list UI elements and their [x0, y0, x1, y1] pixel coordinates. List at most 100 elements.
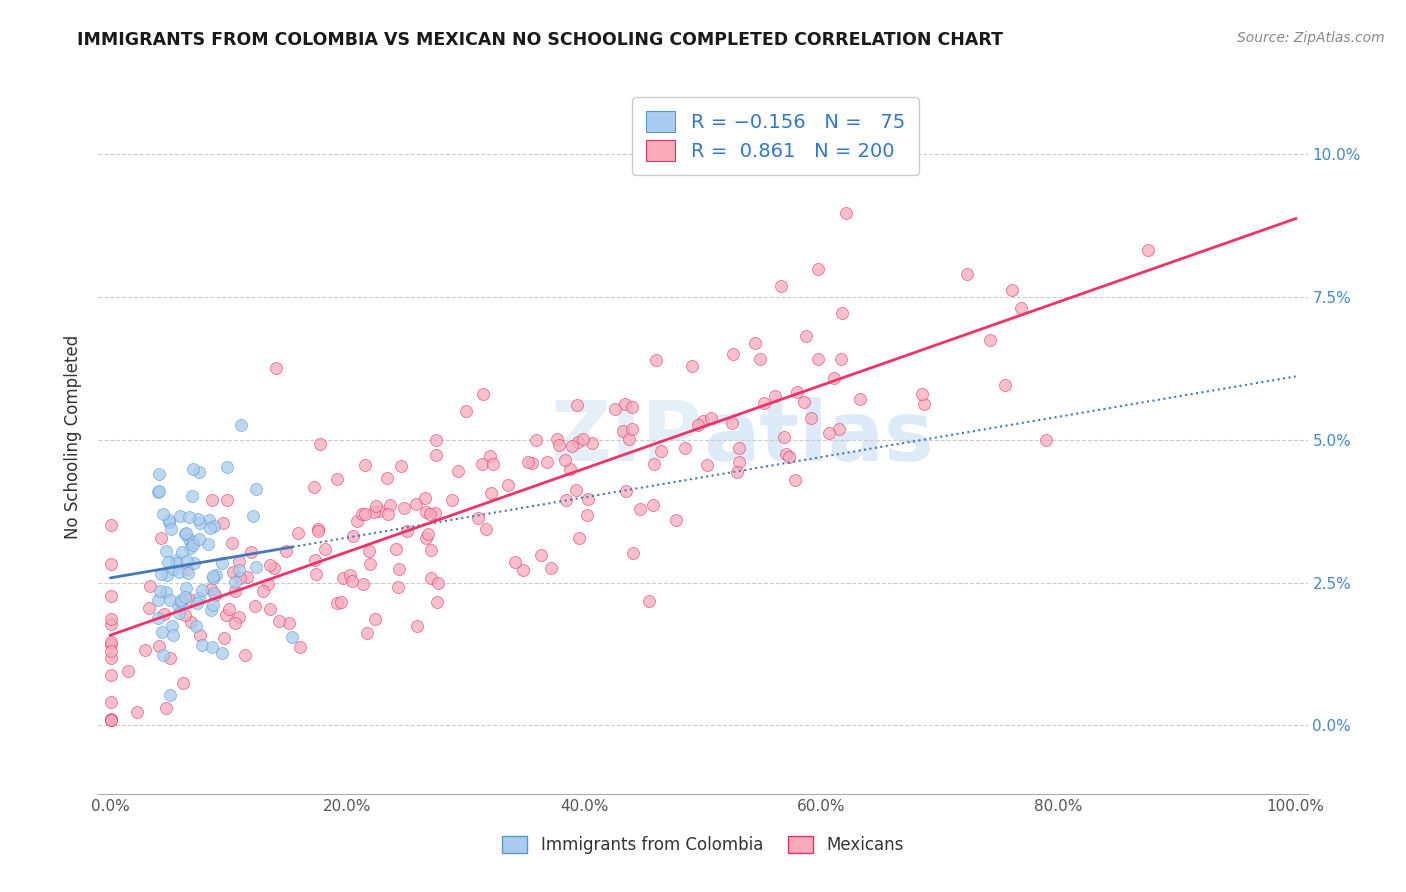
Point — [567, 398, 589, 412]
Point — [524, 433, 547, 447]
Point — [342, 529, 364, 543]
Point — [184, 619, 207, 633]
Point — [375, 470, 398, 484]
Point — [778, 450, 800, 464]
Point — [775, 446, 797, 460]
Point — [475, 522, 498, 536]
Point — [568, 531, 591, 545]
Point — [239, 545, 262, 559]
Point — [396, 524, 419, 539]
Point — [425, 448, 447, 462]
Point — [228, 610, 250, 624]
Point — [290, 640, 312, 655]
Point — [540, 560, 562, 574]
Point — [263, 561, 285, 575]
Point — [807, 261, 830, 276]
Point — [177, 566, 200, 580]
Point — [245, 482, 267, 496]
Point — [520, 456, 543, 470]
Point — [665, 513, 688, 527]
Point — [155, 701, 177, 715]
Point — [628, 502, 651, 516]
Point — [224, 575, 246, 590]
Point — [613, 397, 636, 411]
Point — [202, 598, 225, 612]
Point — [215, 607, 238, 622]
Point — [576, 491, 599, 506]
Point — [134, 642, 156, 657]
Point — [688, 418, 710, 433]
Point — [100, 713, 122, 727]
Point — [236, 570, 259, 584]
Point — [228, 553, 250, 567]
Point — [1136, 243, 1159, 257]
Point — [357, 544, 380, 558]
Point — [339, 567, 361, 582]
Point — [198, 513, 221, 527]
Point — [100, 695, 122, 709]
Point — [763, 388, 786, 402]
Point — [267, 615, 290, 629]
Point — [314, 542, 336, 557]
Point — [536, 455, 558, 469]
Point — [413, 491, 436, 506]
Point — [725, 465, 748, 479]
Point — [176, 554, 198, 568]
Point — [148, 592, 170, 607]
Point — [377, 507, 399, 521]
Point — [364, 499, 387, 513]
Point — [243, 599, 266, 614]
Point — [467, 511, 489, 525]
Point — [201, 568, 224, 582]
Point — [160, 522, 183, 536]
Point — [406, 619, 429, 633]
Point — [479, 486, 502, 500]
Point — [127, 705, 149, 719]
Point — [471, 457, 494, 471]
Point — [368, 504, 391, 518]
Point — [385, 541, 408, 556]
Point — [150, 624, 173, 639]
Point — [426, 595, 449, 609]
Point — [100, 713, 122, 727]
Point — [174, 608, 197, 623]
Point — [749, 352, 772, 367]
Point — [617, 432, 640, 446]
Point — [567, 434, 589, 449]
Point — [793, 394, 815, 409]
Point — [807, 352, 830, 367]
Point — [700, 411, 723, 425]
Point — [785, 473, 807, 487]
Point — [200, 603, 222, 617]
Point — [564, 483, 586, 497]
Point — [100, 712, 122, 726]
Point — [673, 441, 696, 455]
Point — [387, 580, 409, 594]
Point — [554, 453, 576, 467]
Point — [201, 571, 224, 585]
Point — [727, 455, 749, 469]
Point — [212, 516, 235, 530]
Point — [155, 585, 177, 599]
Point — [233, 648, 256, 662]
Point — [828, 422, 851, 436]
Point — [558, 462, 581, 476]
Point — [173, 675, 195, 690]
Point — [211, 556, 233, 570]
Point — [170, 594, 193, 608]
Point — [456, 403, 478, 417]
Point — [180, 615, 202, 630]
Point — [572, 432, 595, 446]
Point — [211, 646, 233, 660]
Text: Source: ZipAtlas.com: Source: ZipAtlas.com — [1237, 31, 1385, 45]
Point — [419, 507, 441, 521]
Point — [304, 567, 326, 582]
Point — [835, 206, 858, 220]
Point — [148, 467, 170, 481]
Point — [354, 458, 377, 472]
Point — [218, 602, 240, 616]
Point — [215, 460, 238, 475]
Point — [146, 611, 169, 625]
Point — [356, 626, 378, 640]
Point — [160, 619, 183, 633]
